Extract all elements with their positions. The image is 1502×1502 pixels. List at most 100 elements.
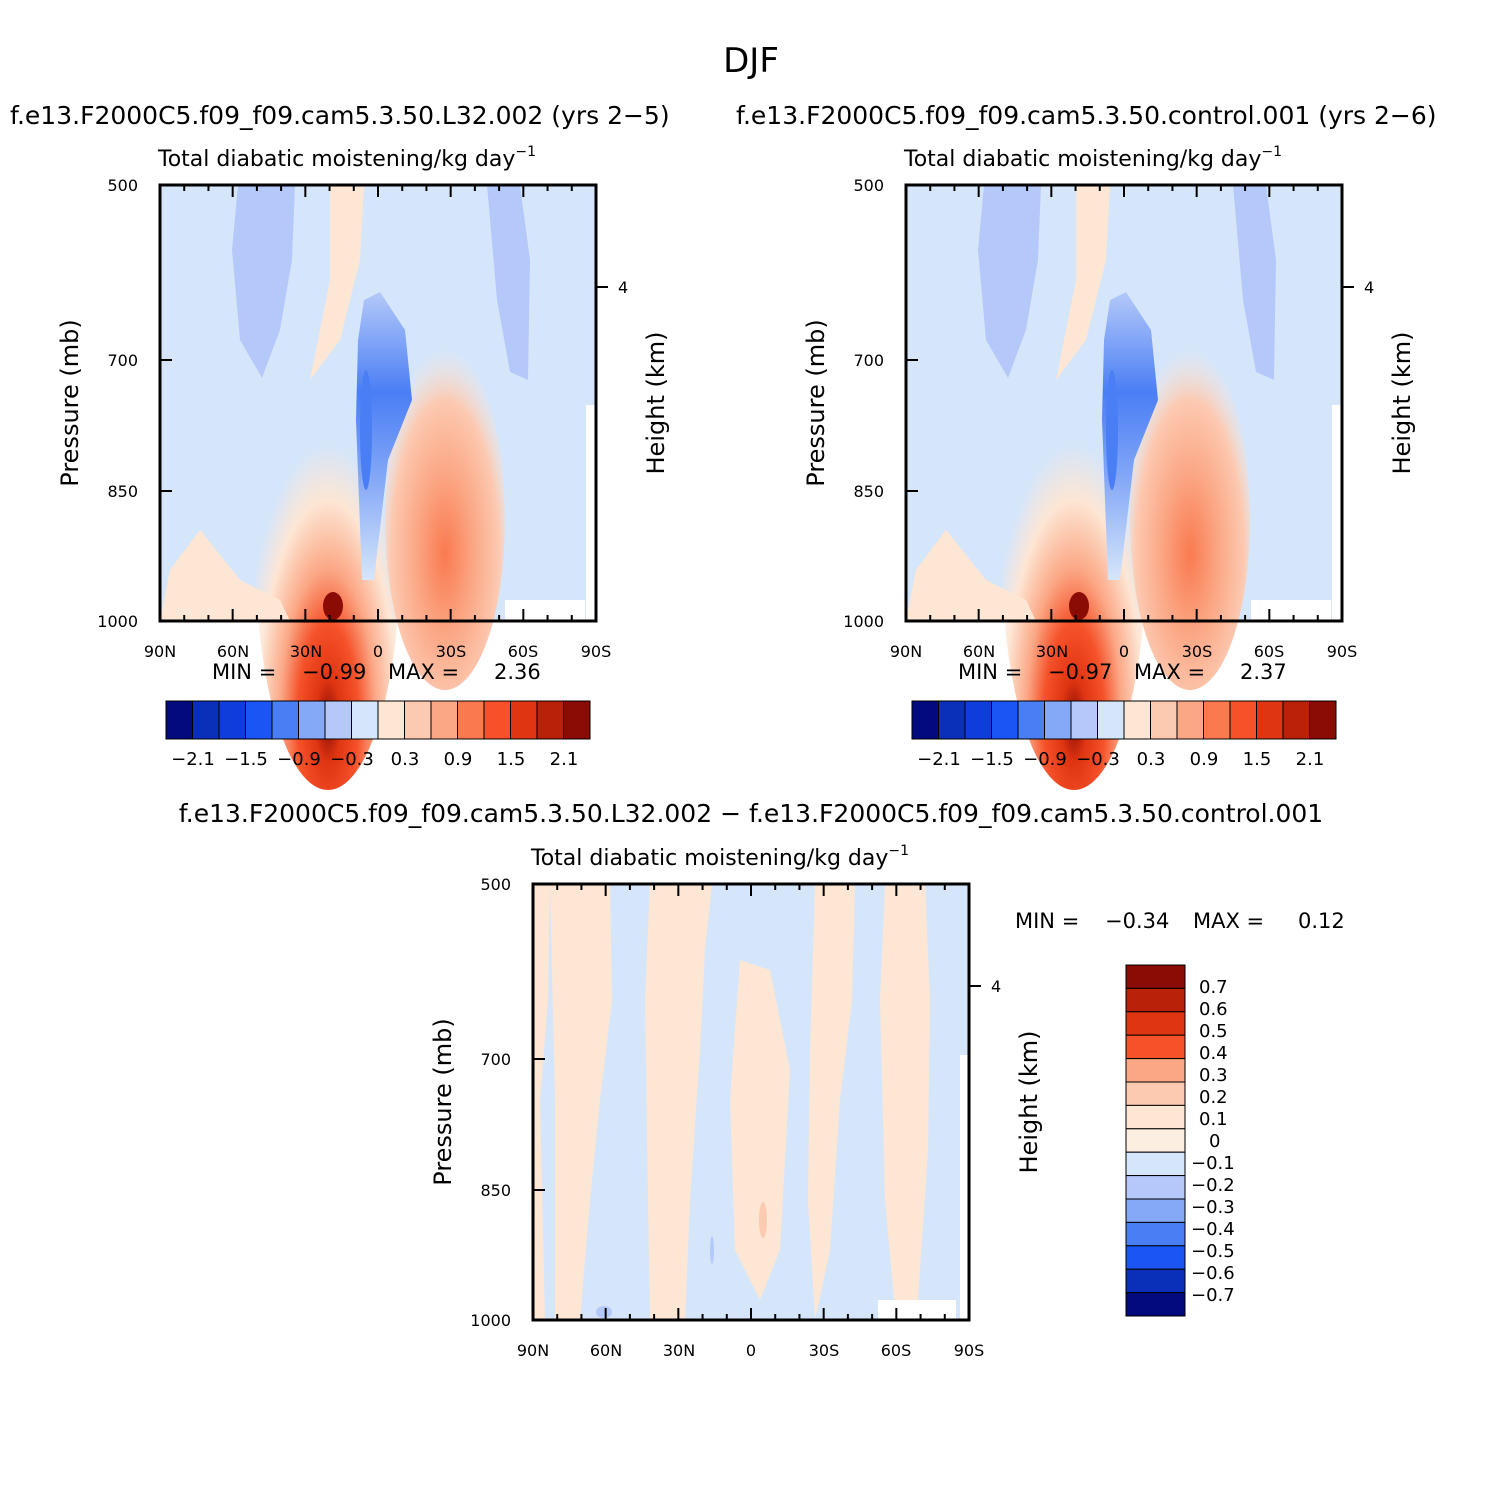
colorbar-swatch — [1125, 1128, 1186, 1153]
colorbar-label: 2.1 — [550, 749, 579, 770]
panel-1-colorbar — [165, 700, 591, 740]
panel-1-right-ylabel: Height (km) — [642, 332, 670, 475]
y-tick-label: 500 — [480, 875, 511, 894]
x-tick-label: 60N — [217, 642, 249, 661]
colorbar-swatch — [1125, 1221, 1186, 1247]
figure-title: DJF — [723, 41, 779, 81]
frame-ticks — [532, 883, 981, 1321]
colorbar-swatch — [1125, 1292, 1186, 1317]
panel-3-colorbar — [1125, 964, 1186, 1317]
x-tick-label: 0 — [373, 642, 383, 661]
panel-2: f.e13.F2000C5.f09_f09.cam5.3.50.control.… — [736, 101, 1437, 790]
colorbar-label: −1.5 — [224, 749, 268, 770]
panel-1-right-tick: 4 — [618, 278, 628, 297]
colorbar-swatch — [1125, 1058, 1186, 1083]
colorbar-label: 0.1 — [1199, 1109, 1228, 1130]
x-tick-label: 90N — [144, 642, 176, 661]
max-value: 0.12 — [1298, 909, 1345, 933]
colorbar-swatch — [1125, 1151, 1186, 1177]
y-tick-label: 850 — [480, 1181, 511, 1200]
colorbar-swatch — [1125, 964, 1186, 989]
x-tick-label: 30S — [436, 642, 467, 661]
colorbar-swatch — [964, 700, 992, 740]
panel-1-ylabel: Pressure (mb) — [56, 319, 84, 486]
x-tick-label: 90S — [954, 1341, 985, 1360]
x-tick-label: 90N — [517, 1341, 549, 1360]
panel-3-ylabel: Pressure (mb) — [429, 1018, 457, 1185]
max-label: MAX = — [1134, 660, 1205, 684]
colorbar-label: 0.3 — [1199, 1065, 1228, 1086]
y-tick-label: 1000 — [843, 612, 884, 631]
panel-2-x-ticks: 90N 60N 30N 0 30S 60S 90S — [890, 642, 1357, 661]
colorbar-label: −0.4 — [1191, 1219, 1235, 1240]
colorbar-swatch — [536, 700, 564, 740]
panel-1-plot-title: Total diabatic moistening/kg day−1 — [157, 144, 536, 172]
min-label: MIN = — [1015, 909, 1079, 933]
panel-3-colorbar-labels: 0.7 0.6 0.5 0.4 0.3 0.2 0.1 0 −0.1 −0.2 … — [1191, 977, 1235, 1306]
colorbar-swatch — [430, 700, 458, 740]
colorbar-label: −0.3 — [1076, 749, 1120, 770]
panel-3-field — [533, 884, 969, 1320]
colorbar-label: 0.7 — [1199, 977, 1228, 998]
colorbar-swatch — [457, 700, 485, 740]
colorbar-label: 1.5 — [1243, 749, 1272, 770]
x-tick-label: 90N — [890, 642, 922, 661]
colorbar-swatch — [1097, 700, 1125, 740]
colorbar-swatch — [991, 700, 1019, 740]
panel-2-field — [906, 185, 1342, 790]
colorbar-swatch — [245, 700, 273, 740]
colorbar-swatch — [563, 700, 591, 740]
colorbar-swatch — [1125, 1268, 1186, 1294]
y-tick-label: 1000 — [97, 612, 138, 631]
panel-1-x-ticks: 90N 60N 30N 0 30S 60S 90S — [144, 642, 611, 661]
x-tick-label: 30S — [809, 1341, 840, 1360]
x-tick-label: 0 — [746, 1341, 756, 1360]
colorbar-swatch — [1282, 700, 1310, 740]
colorbar-label: −0.3 — [330, 749, 374, 770]
colorbar-label: 0 — [1209, 1131, 1220, 1152]
y-tick-label: 700 — [107, 351, 138, 370]
colorbar-label: 0.3 — [391, 749, 420, 770]
max-label: MAX = — [388, 660, 459, 684]
colorbar-label: −2.1 — [171, 749, 215, 770]
panel-2-ylabel: Pressure (mb) — [802, 319, 830, 486]
colorbar-swatch — [351, 700, 379, 740]
colorbar-swatch — [1125, 1034, 1186, 1060]
colorbar-swatch — [271, 700, 299, 740]
colorbar-swatch — [1229, 700, 1257, 740]
colorbar-label: 0.2 — [1199, 1087, 1228, 1108]
colorbar-swatch — [483, 700, 511, 740]
panel-2-y-ticks: 500 700 850 1000 — [843, 176, 884, 631]
colorbar-label: 0.3 — [1137, 749, 1166, 770]
panel-2-colorbar-labels: −2.1 −1.5 −0.9 −0.3 0.3 0.9 1.5 2.1 — [917, 749, 1324, 770]
panel-2-right-ylabel: Height (km) — [1388, 332, 1416, 475]
panel-3-case-title: f.e13.F2000C5.f09_f09.cam5.3.50.L32.002 … — [179, 799, 1323, 828]
colorbar-swatch — [1125, 1175, 1186, 1200]
colorbar-swatch — [1017, 700, 1045, 740]
y-tick-label: 1000 — [470, 1311, 511, 1330]
colorbar-swatch — [1125, 1245, 1186, 1270]
x-tick-label: 30S — [1182, 642, 1213, 661]
panel-1-minmax: MIN = −0.99 MAX = 2.36 — [212, 660, 541, 684]
min-value: −0.34 — [1105, 909, 1169, 933]
y-tick-label: 700 — [853, 351, 884, 370]
colorbar-swatch — [1044, 700, 1072, 740]
max-value: 2.36 — [494, 660, 541, 684]
frame-ticks — [159, 184, 608, 622]
x-tick-label: 60S — [881, 1341, 912, 1360]
min-label: MIN = — [958, 660, 1022, 684]
colorbar-label: 0.4 — [1199, 1043, 1228, 1064]
panel-2-minmax: MIN = −0.97 MAX = 2.37 — [958, 660, 1287, 684]
panel-1-field — [160, 185, 596, 790]
colorbar-label: 0.6 — [1199, 999, 1228, 1020]
x-tick-label: 60S — [1254, 642, 1285, 661]
colorbar-label: −2.1 — [917, 749, 961, 770]
colorbar-swatch — [324, 700, 352, 740]
panel-3-y-ticks: 500 700 850 1000 — [470, 875, 511, 1330]
x-tick-label: 60N — [590, 1341, 622, 1360]
panel-3-right-ylabel: Height (km) — [1015, 1031, 1043, 1174]
colorbar-label: −0.5 — [1191, 1241, 1235, 1262]
colorbar-swatch — [404, 700, 432, 740]
panel-1-case-title: f.e13.F2000C5.f09_f09.cam5.3.50.L32.002 … — [10, 101, 670, 130]
colorbar-swatch — [1125, 1198, 1186, 1223]
